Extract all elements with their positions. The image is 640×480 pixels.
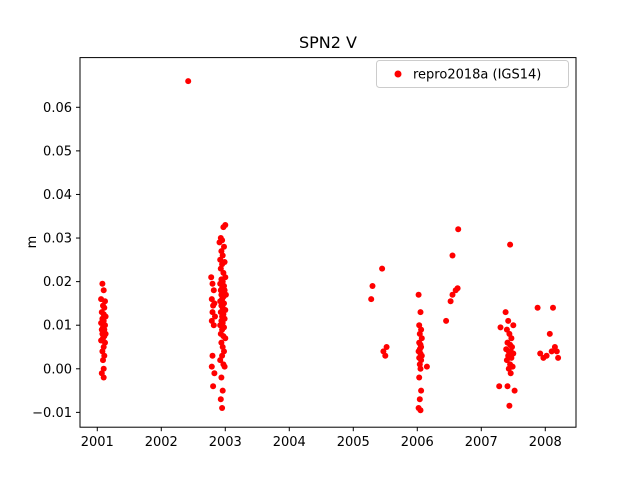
data-point	[455, 226, 462, 233]
data-point	[418, 387, 425, 394]
data-point	[504, 383, 511, 390]
data-point	[208, 274, 215, 281]
legend-box	[376, 60, 569, 88]
y-tick-label: −0.01	[32, 406, 72, 421]
x-tick-label: 2007	[465, 435, 498, 450]
data-point	[502, 309, 509, 316]
data-point	[447, 298, 454, 305]
y-tick-label: 0.05	[43, 144, 72, 159]
data-point	[208, 363, 215, 370]
x-tick-label: 2008	[529, 435, 562, 450]
data-point	[185, 78, 192, 85]
data-point	[548, 348, 555, 355]
y-tick-label: 0.01	[43, 319, 72, 334]
y-axis-label: m	[25, 236, 40, 249]
data-point	[553, 348, 560, 355]
legend-marker-dot-icon	[394, 70, 402, 78]
y-axis-ticks: −0.01 0.00 0.01 0.02 0.03 0.04 0.05 0.06	[32, 101, 80, 421]
data-point	[506, 402, 513, 409]
x-tick-label: 2005	[337, 435, 370, 450]
data-point	[449, 252, 456, 259]
data-point	[210, 322, 217, 329]
data-point	[369, 283, 376, 289]
data-point	[217, 265, 224, 272]
y-tick-label: 0.02	[43, 275, 72, 290]
y-tick-label: 0.03	[43, 232, 72, 247]
data-point	[423, 363, 430, 370]
data-point	[209, 280, 216, 287]
data-point	[415, 291, 422, 298]
data-point	[210, 302, 217, 309]
data-point	[449, 291, 456, 298]
data-point	[210, 287, 217, 294]
data-point	[510, 322, 517, 329]
data-point	[221, 243, 227, 250]
data-point	[454, 285, 461, 292]
data-point	[212, 313, 218, 320]
data-point	[219, 405, 226, 411]
data-point	[417, 309, 424, 316]
y-tick-label: 0.04	[43, 188, 72, 203]
x-tick-label: 2006	[401, 435, 434, 450]
data-point	[508, 335, 515, 342]
x-tick-label: 2003	[209, 435, 242, 450]
data-point	[546, 330, 553, 337]
data-point	[217, 396, 224, 403]
data-point	[417, 365, 424, 372]
data-point	[537, 350, 544, 357]
data-point	[221, 363, 228, 370]
data-point	[416, 396, 423, 403]
data-point	[216, 239, 223, 246]
data-point	[382, 352, 389, 359]
data-point	[222, 335, 229, 342]
data-point	[416, 374, 423, 381]
data-point	[209, 309, 216, 316]
data-point	[100, 357, 106, 364]
data-point	[379, 265, 386, 272]
data-point	[209, 352, 216, 359]
chart-title: SPN2 V	[299, 33, 357, 52]
data-point	[208, 296, 215, 303]
x-tick-label: 2002	[145, 435, 178, 450]
data-point	[550, 304, 556, 311]
data-point	[534, 304, 541, 311]
data-point	[505, 317, 512, 324]
x-tick-label: 2004	[273, 435, 306, 450]
data-point	[416, 361, 423, 368]
data-point	[220, 224, 227, 231]
data-point	[100, 374, 107, 381]
data-point	[496, 383, 503, 390]
data-point	[555, 354, 562, 361]
data-point	[417, 407, 424, 414]
data-point	[368, 296, 375, 303]
plot-border	[79, 57, 577, 428]
legend: repro2018a (IGS14)	[376, 60, 569, 88]
x-tick-label: 2001	[81, 435, 114, 450]
scatter-points	[98, 78, 562, 414]
data-point	[507, 241, 514, 248]
data-point	[508, 354, 515, 361]
data-point	[383, 344, 390, 350]
data-point	[511, 387, 518, 394]
x-axis-ticks: 2001 2002 2003 2004 2005 2006 2007 2008	[81, 427, 562, 450]
data-point	[497, 324, 504, 331]
data-point	[211, 370, 218, 377]
data-point	[99, 280, 106, 287]
data-point	[543, 352, 550, 359]
data-point	[418, 335, 425, 342]
data-point	[210, 383, 217, 390]
data-point	[219, 387, 226, 394]
data-point	[443, 317, 450, 324]
data-point	[217, 357, 224, 364]
data-point	[503, 357, 510, 364]
y-tick-label: 0.06	[43, 101, 72, 116]
legend-entry-label: repro2018a (IGS14)	[413, 68, 541, 83]
data-point	[507, 370, 514, 377]
data-point	[218, 374, 225, 381]
data-point	[100, 287, 107, 294]
y-tick-label: 0.00	[43, 362, 72, 377]
